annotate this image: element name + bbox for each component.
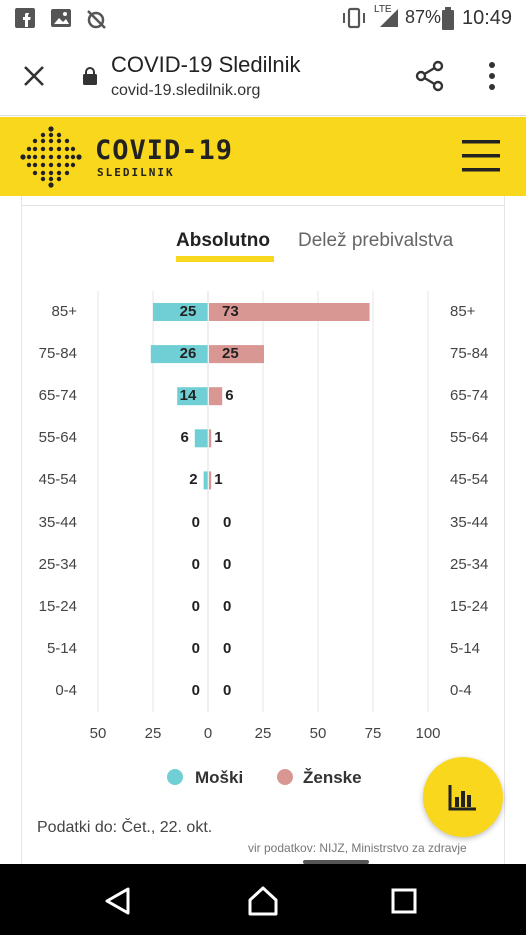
bar-male[interactable] <box>194 429 208 448</box>
bar-value-male: 25 <box>179 303 197 320</box>
legend-male-swatch[interactable] <box>167 769 183 785</box>
x-tick-label: 50 <box>89 725 107 742</box>
clock: 10:49 <box>462 7 513 29</box>
bar-female[interactable] <box>209 345 264 364</box>
bar-female[interactable] <box>209 429 212 448</box>
x-tick-label: 25 <box>254 725 272 742</box>
data-date: Podatki do: Čet., 22. okt. <box>37 819 213 836</box>
age-group-label-left: 15-24 <box>38 597 77 615</box>
battery-percent: 87% <box>405 7 442 27</box>
data-source[interactable]: vir podatkov: NIJZ, Ministrstvo za zdrav… <box>248 841 467 855</box>
age-group-label-right: 85+ <box>450 303 476 320</box>
bar-value-male: 0 <box>191 681 200 699</box>
network-type: LTE <box>374 4 392 15</box>
hamburger-menu-icon[interactable] <box>462 139 502 178</box>
home-icon[interactable] <box>247 885 279 922</box>
age-group-label-right: 25-34 <box>450 555 489 573</box>
age-group-label-left: 55-64 <box>38 429 77 447</box>
sledilnik-logo-icon[interactable] <box>20 126 82 193</box>
divider <box>21 205 505 206</box>
bar-value-male: 0 <box>191 555 200 573</box>
bar-value-female: 0 <box>223 681 232 699</box>
bar-value-female: 1 <box>214 471 223 489</box>
age-group-label-right: 75-84 <box>450 345 489 363</box>
age-group-label-left: 5-14 <box>46 639 77 657</box>
alarm-off-icon <box>84 7 108 36</box>
bar-value-male: 2 <box>189 471 198 489</box>
bar-value-female: 0 <box>223 513 232 531</box>
more-menu-icon[interactable] <box>486 61 498 96</box>
legend-female-swatch[interactable] <box>277 769 293 785</box>
bar-value-male: 6 <box>180 429 189 447</box>
age-group-label-left: 25-34 <box>38 555 77 573</box>
x-tick-label: 100 <box>415 725 441 742</box>
facebook-icon <box>14 7 36 34</box>
chart-view-button[interactable] <box>423 757 503 837</box>
bar-value-male: 0 <box>191 513 200 531</box>
browser-toolbar: COVID-19 Sledilnik covid-19.sledilnik.or… <box>0 36 526 116</box>
lock-icon <box>82 66 98 91</box>
bar-female[interactable] <box>209 471 212 490</box>
age-group-label-right: 15-24 <box>450 597 489 615</box>
bar-value-male: 26 <box>179 345 197 363</box>
brand-subtitle: SLEDILNIK <box>97 166 175 179</box>
bar-value-female: 73 <box>222 303 239 320</box>
bar-value-male: 0 <box>191 597 200 615</box>
recents-icon[interactable] <box>391 888 417 919</box>
age-group-label-right: 65-74 <box>450 387 489 405</box>
age-group-label-left: 75-84 <box>38 345 77 363</box>
active-tab-indicator <box>176 256 274 262</box>
x-tick-label: 50 <box>309 725 327 742</box>
gallery-icon <box>50 7 72 34</box>
bar-value-female: 6 <box>225 387 234 405</box>
tab-absolute[interactable]: Absolutno <box>176 230 270 251</box>
age-group-label-right: 0-4 <box>450 681 472 699</box>
legend-female-label[interactable]: Ženske <box>303 768 362 787</box>
x-tick-label: 75 <box>364 725 382 742</box>
vibrate-icon <box>341 7 367 34</box>
back-icon[interactable] <box>103 886 131 921</box>
close-tab-icon[interactable] <box>22 64 46 93</box>
bar-value-female: 25 <box>222 345 239 363</box>
signal-icon <box>378 7 400 34</box>
bar-male[interactable] <box>177 387 208 406</box>
bar-chart-icon <box>448 783 478 816</box>
bar-value-male: 0 <box>191 639 200 657</box>
age-group-label-right: 5-14 <box>450 639 481 657</box>
age-group-label-right: 35-44 <box>450 513 489 531</box>
android-nav-bar <box>0 864 526 935</box>
bar-female[interactable] <box>209 387 223 406</box>
age-group-label-left: 0-4 <box>55 681 77 699</box>
x-tick-label: 25 <box>144 725 162 742</box>
age-group-label-left: 65-74 <box>38 387 77 405</box>
bar-male[interactable] <box>153 303 208 321</box>
age-group-label-left: 35-44 <box>38 513 77 531</box>
scrollbar-thumb[interactable] <box>303 860 369 864</box>
app-header: COVID-19 SLEDILNIK <box>0 117 526 196</box>
bar-value-female: 1 <box>214 429 223 447</box>
share-icon[interactable] <box>415 60 445 97</box>
brand-title[interactable]: COVID-19 <box>95 135 234 166</box>
url-text[interactable]: covid-19.sledilnik.org <box>111 82 261 99</box>
tab-population-share[interactable]: Delež prebivalstva <box>298 230 454 251</box>
legend-male-label[interactable]: Moški <box>195 768 244 787</box>
x-tick-label: 0 <box>203 725 213 742</box>
status-bar: LTE 87% 10:49 <box>0 0 526 36</box>
age-group-label-right: 55-64 <box>450 429 489 447</box>
bar-value-female: 0 <box>223 639 232 657</box>
bar-value-male: 14 <box>179 387 197 405</box>
bar-female[interactable] <box>209 303 370 321</box>
page-title: COVID-19 Sledilnik <box>111 52 301 77</box>
bar-value-female: 0 <box>223 597 232 615</box>
bar-value-female: 0 <box>223 555 232 573</box>
age-group-label-left: 45-54 <box>38 471 77 489</box>
age-group-label-left: 85+ <box>51 303 77 320</box>
age-group-label-right: 45-54 <box>450 471 489 489</box>
bar-male[interactable] <box>150 345 208 364</box>
battery-icon <box>441 7 455 36</box>
bar-male[interactable] <box>203 471 208 490</box>
